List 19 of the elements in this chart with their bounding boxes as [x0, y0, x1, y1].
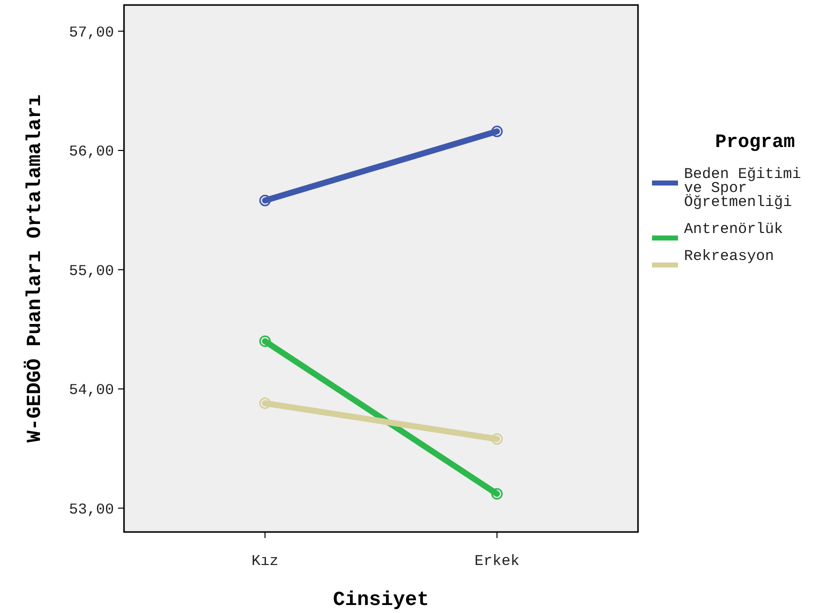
x-tick-label: Erkek — [474, 553, 520, 570]
point — [259, 194, 271, 206]
point — [259, 397, 271, 409]
y-tick-label: 57,00 — [68, 24, 114, 42]
x-axis-title: Cinsiyet — [332, 589, 430, 612]
y-tick-label: 54,00 — [68, 382, 114, 400]
y-axis-title: W-GEDGÖ Puanları Ortalamaları — [23, 94, 47, 443]
legend-label: Antrenörlük — [684, 221, 784, 238]
legend-label: Rekreasyon — [684, 248, 774, 265]
y-tick-label: 55,00 — [68, 262, 114, 280]
point — [491, 126, 503, 138]
legend-label: Beden Eğitimi ve Spor Öğretmenliği — [684, 166, 802, 211]
point — [491, 433, 503, 445]
y-tick-label: 53,00 — [68, 501, 114, 518]
point — [491, 488, 503, 500]
point — [259, 335, 271, 347]
x-tick-label: Kız — [252, 553, 279, 570]
legend-title: Program — [715, 131, 795, 153]
y-tick-label: 56,00 — [68, 144, 114, 161]
